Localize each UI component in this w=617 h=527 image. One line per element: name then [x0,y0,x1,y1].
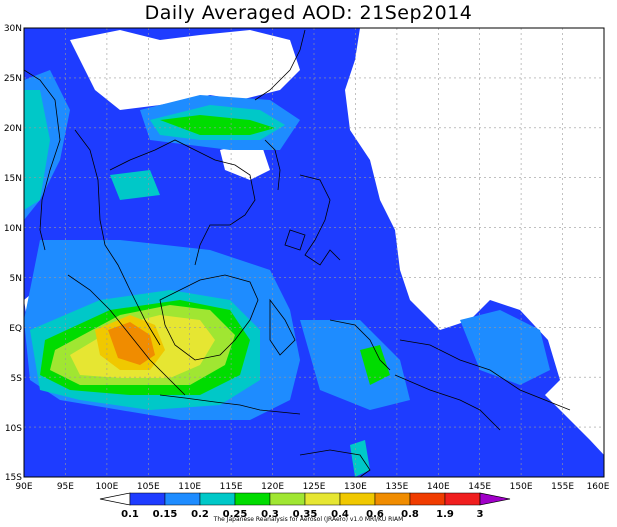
colorbar-level-label: 0.25 [223,509,248,520]
lon-tick-label: 135E [385,482,408,492]
lon-tick-label: 115E [220,482,243,492]
colorbar-arrow-low [99,492,131,506]
colorbar: 0.1 0.15 0.2 0.25 0.3 0.35 0.4 0.6 0.8 1… [99,492,511,520]
aod-cyan-region [350,440,370,477]
lat-tick-label: 10S [5,424,22,434]
lon-tick-label: 110E [178,482,201,492]
lat-tick-label: 5N [10,274,22,284]
map-title: Daily Averaged AOD: 21Sep2014 [144,2,473,24]
lon-tick-label: 130E [344,482,367,492]
colorbar-arrow-high [479,492,511,506]
aod-low-region-north [70,30,300,110]
colorbar-swatch [409,492,446,506]
lon-tick-label: 155E [551,482,574,492]
colorbar-level-label: 1.9 [436,509,454,520]
aod-cyan-region [24,90,50,210]
colorbar-level-label: 0.6 [366,509,384,520]
map-frame [23,27,605,478]
aod-field [24,28,604,477]
aod-green-region [360,345,390,385]
colorbar-swatch [374,492,411,506]
lon-tick-label: 160E [587,482,610,492]
lon-tick-label: 120E [261,482,284,492]
aod-green-region [160,115,275,135]
credit-line: The Japanese Reanalysis for Aerosol (JRA… [213,516,404,523]
colorbar-swatch [199,492,236,506]
colorbar-level-label: 0.15 [153,509,178,520]
coastlines [24,29,571,477]
lon-tick-label: 140E [427,482,450,492]
lat-tick-label: 20N [4,124,22,134]
colorbar-swatch [129,492,166,506]
aod-light-blue-region [460,310,550,385]
lon-tick-label: 95E [57,482,74,492]
lon-tick-label: 150E [510,482,533,492]
colorbar-level-label: 0.35 [293,509,318,520]
lon-tick-label: 105E [137,482,160,492]
lat-tick-label: 30N [4,24,22,34]
lon-tick-label: 90E [15,482,32,492]
longitude-labels: 90E 95E 100E 105E 110E 115E 120E 125E 13… [15,482,609,492]
colorbar-level-label: 3 [477,509,484,520]
aod-cyan-region [110,170,160,200]
colorbar-swatch [234,492,271,506]
lat-tick-label: 5S [11,374,23,384]
lat-tick-label: 15N [4,174,22,184]
lon-tick-label: 125E [303,482,326,492]
colorbar-level-label: 0.1 [121,509,139,520]
aod-light-blue-region [300,320,410,410]
lon-tick-label: 100E [95,482,118,492]
colorbar-swatch [339,492,376,506]
colorbar-swatch [164,492,201,506]
lat-tick-label: 10N [4,224,22,234]
colorbar-level-label: 0.2 [191,509,209,520]
latitude-labels: 30N 25N 20N 15N 10N 5N EQ 5S 10S 15S [4,24,22,483]
colorbar-swatch [269,492,306,506]
colorbar-level-label: 0.3 [261,509,279,520]
aod-low-region-northeast [345,28,604,455]
aod-orange-region [108,322,155,365]
colorbar-level-label: 0.8 [401,509,419,520]
graticule [24,28,604,477]
colorbar-swatch [444,492,481,506]
lon-tick-label: 145E [468,482,491,492]
colorbar-swatch [304,492,341,506]
lat-tick-label: 15S [5,473,22,483]
lat-tick-label: 25N [4,74,22,84]
colorbar-level-label: 0.4 [331,509,349,520]
lat-tick-label: EQ [9,324,22,334]
